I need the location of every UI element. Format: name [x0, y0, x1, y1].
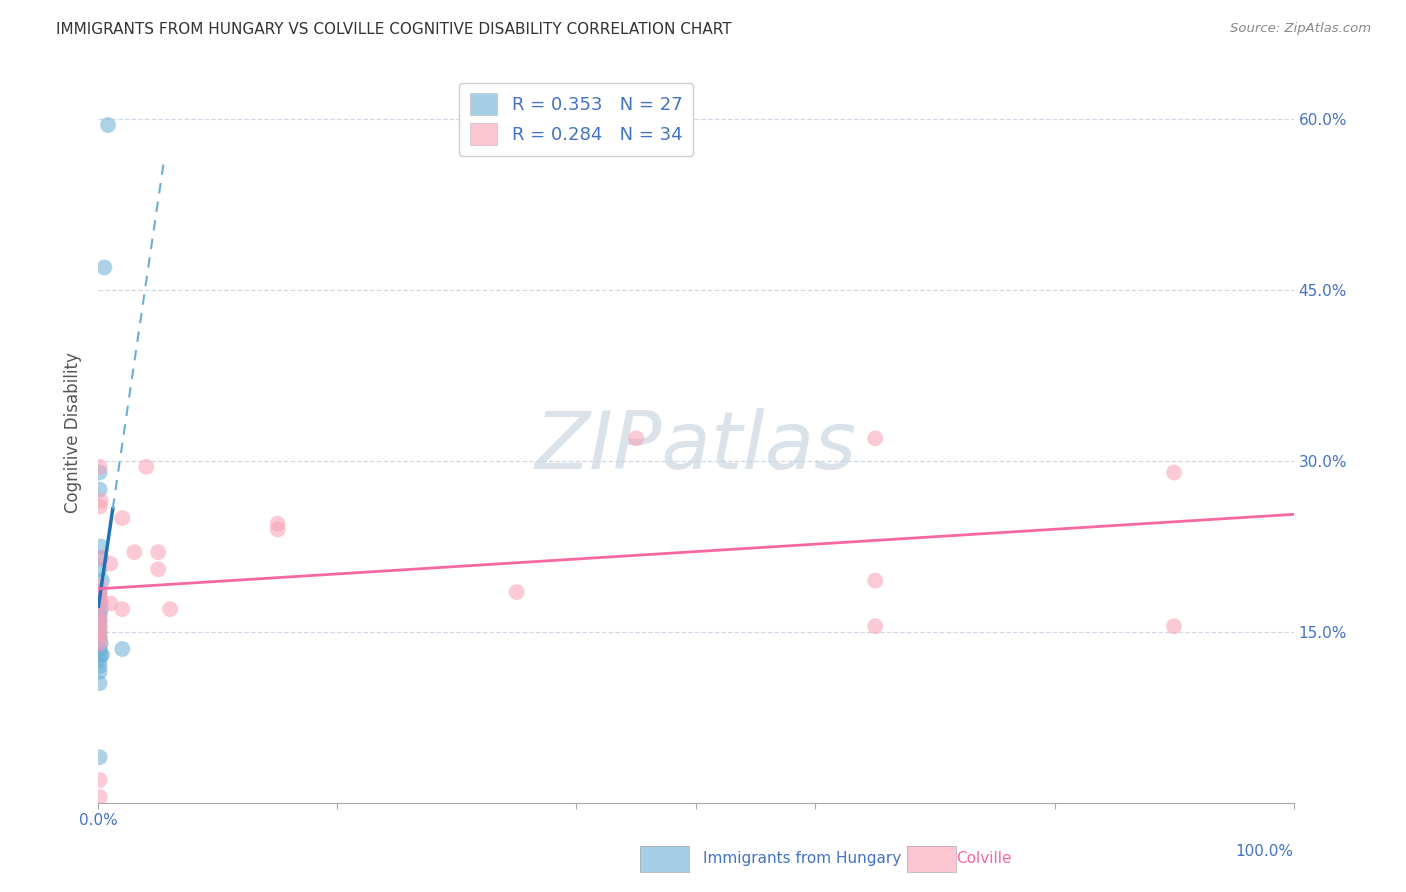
Point	[865, 619, 887, 633]
Point	[1163, 466, 1185, 480]
Point	[91, 574, 114, 588]
Point	[1163, 619, 1185, 633]
Text: 100.0%: 100.0%	[1236, 844, 1294, 858]
Y-axis label: Cognitive Disability: Cognitive Disability	[65, 352, 83, 513]
Point	[89, 676, 111, 690]
Point	[506, 585, 529, 599]
Point	[89, 665, 111, 679]
Point	[89, 591, 111, 605]
Point	[89, 624, 111, 639]
Point	[90, 540, 112, 554]
Point	[148, 545, 170, 559]
Point	[89, 750, 111, 764]
Text: Colville: Colville	[956, 851, 1011, 865]
Point	[89, 483, 111, 497]
Point	[90, 597, 112, 611]
Point	[267, 516, 290, 531]
Point	[111, 602, 134, 616]
Point	[89, 642, 111, 657]
Point	[89, 619, 111, 633]
Text: IMMIGRANTS FROM HUNGARY VS COLVILLE COGNITIVE DISABILITY CORRELATION CHART: IMMIGRANTS FROM HUNGARY VS COLVILLE COGN…	[56, 22, 733, 37]
Point	[90, 550, 112, 565]
Point	[89, 579, 111, 593]
Point	[89, 631, 111, 645]
Point	[97, 118, 120, 132]
Point	[124, 545, 146, 559]
Point	[148, 562, 170, 576]
Point	[89, 614, 111, 628]
Point	[89, 459, 111, 474]
Point	[89, 653, 111, 667]
Point	[159, 602, 181, 616]
Point	[89, 466, 111, 480]
Point	[865, 574, 887, 588]
Point	[89, 585, 111, 599]
Text: Immigrants from Hungary: Immigrants from Hungary	[703, 851, 901, 865]
Point	[111, 511, 134, 525]
Point	[90, 602, 112, 616]
Point	[90, 494, 112, 508]
Point	[89, 624, 111, 639]
Point	[89, 636, 111, 650]
Point	[89, 659, 111, 673]
Point	[98, 557, 122, 571]
Point	[89, 607, 111, 622]
Point	[90, 648, 112, 662]
Point	[89, 619, 111, 633]
Point	[626, 431, 648, 445]
Text: Source: ZipAtlas.com: Source: ZipAtlas.com	[1230, 22, 1371, 36]
Point	[89, 597, 111, 611]
Point	[267, 523, 290, 537]
Point	[91, 648, 114, 662]
Point	[865, 431, 887, 445]
Point	[89, 607, 111, 622]
Point	[89, 790, 111, 805]
Point	[89, 500, 111, 514]
Legend: R = 0.353   N = 27, R = 0.284   N = 34: R = 0.353 N = 27, R = 0.284 N = 34	[460, 83, 693, 155]
Point	[135, 459, 157, 474]
Point	[89, 562, 111, 576]
Point	[89, 614, 111, 628]
Point	[98, 597, 122, 611]
Point	[89, 585, 111, 599]
Point	[93, 260, 115, 275]
Point	[89, 631, 111, 645]
Text: ZIPatlas: ZIPatlas	[534, 409, 858, 486]
Point	[89, 591, 111, 605]
Point	[90, 550, 112, 565]
Point	[90, 636, 112, 650]
Point	[89, 772, 111, 787]
Point	[111, 642, 134, 657]
